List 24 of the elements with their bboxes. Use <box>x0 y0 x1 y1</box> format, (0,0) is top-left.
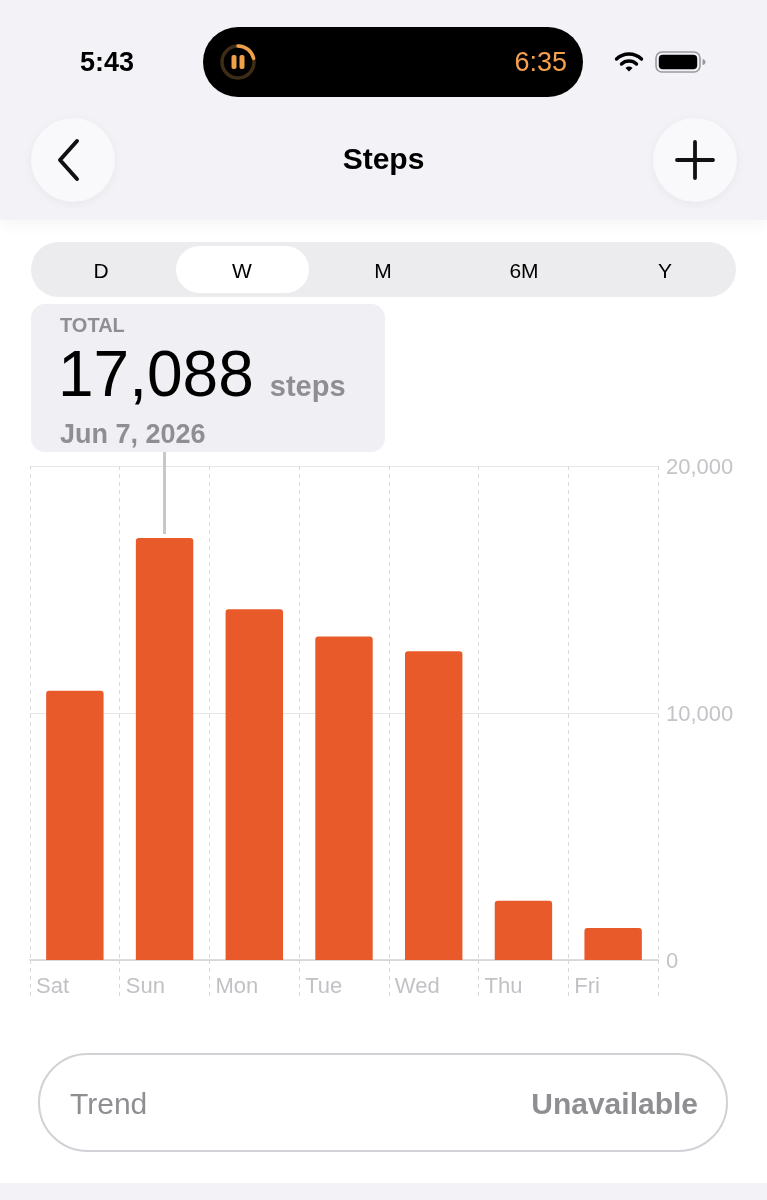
bar <box>135 537 194 960</box>
x-tick-label: Sat <box>36 972 70 998</box>
x-tick-label: Mon <box>215 972 259 998</box>
bar <box>494 900 553 960</box>
x-tick-label: Sun <box>125 972 165 998</box>
x-tick-label: Thu <box>484 972 523 998</box>
bar <box>315 636 373 960</box>
bar <box>225 609 283 960</box>
text: 5:43 <box>80 47 135 77</box>
segmented-control: D W M 6M Y <box>31 242 736 297</box>
bar <box>46 690 104 960</box>
y-tick-label: 0 <box>666 947 679 973</box>
annotation: 17,088 <box>58 338 254 410</box>
chart-title: Steps <box>341 142 426 175</box>
rounded-field: Trend Unavailable <box>38 1053 728 1152</box>
y-tick-label: 10,000 <box>666 700 734 726</box>
x-tick-label: Fri <box>574 972 600 998</box>
bar <box>584 927 642 960</box>
x-tick-label: Wed <box>394 972 440 998</box>
callout-card: 17,088 steps TOTAL Jun 7, 2026 <box>31 304 385 452</box>
text: 6:35 <box>514 47 567 77</box>
x-tick-label: Tue <box>305 972 343 998</box>
y-tick-label: 20,000 <box>666 453 734 479</box>
bar <box>405 651 463 960</box>
